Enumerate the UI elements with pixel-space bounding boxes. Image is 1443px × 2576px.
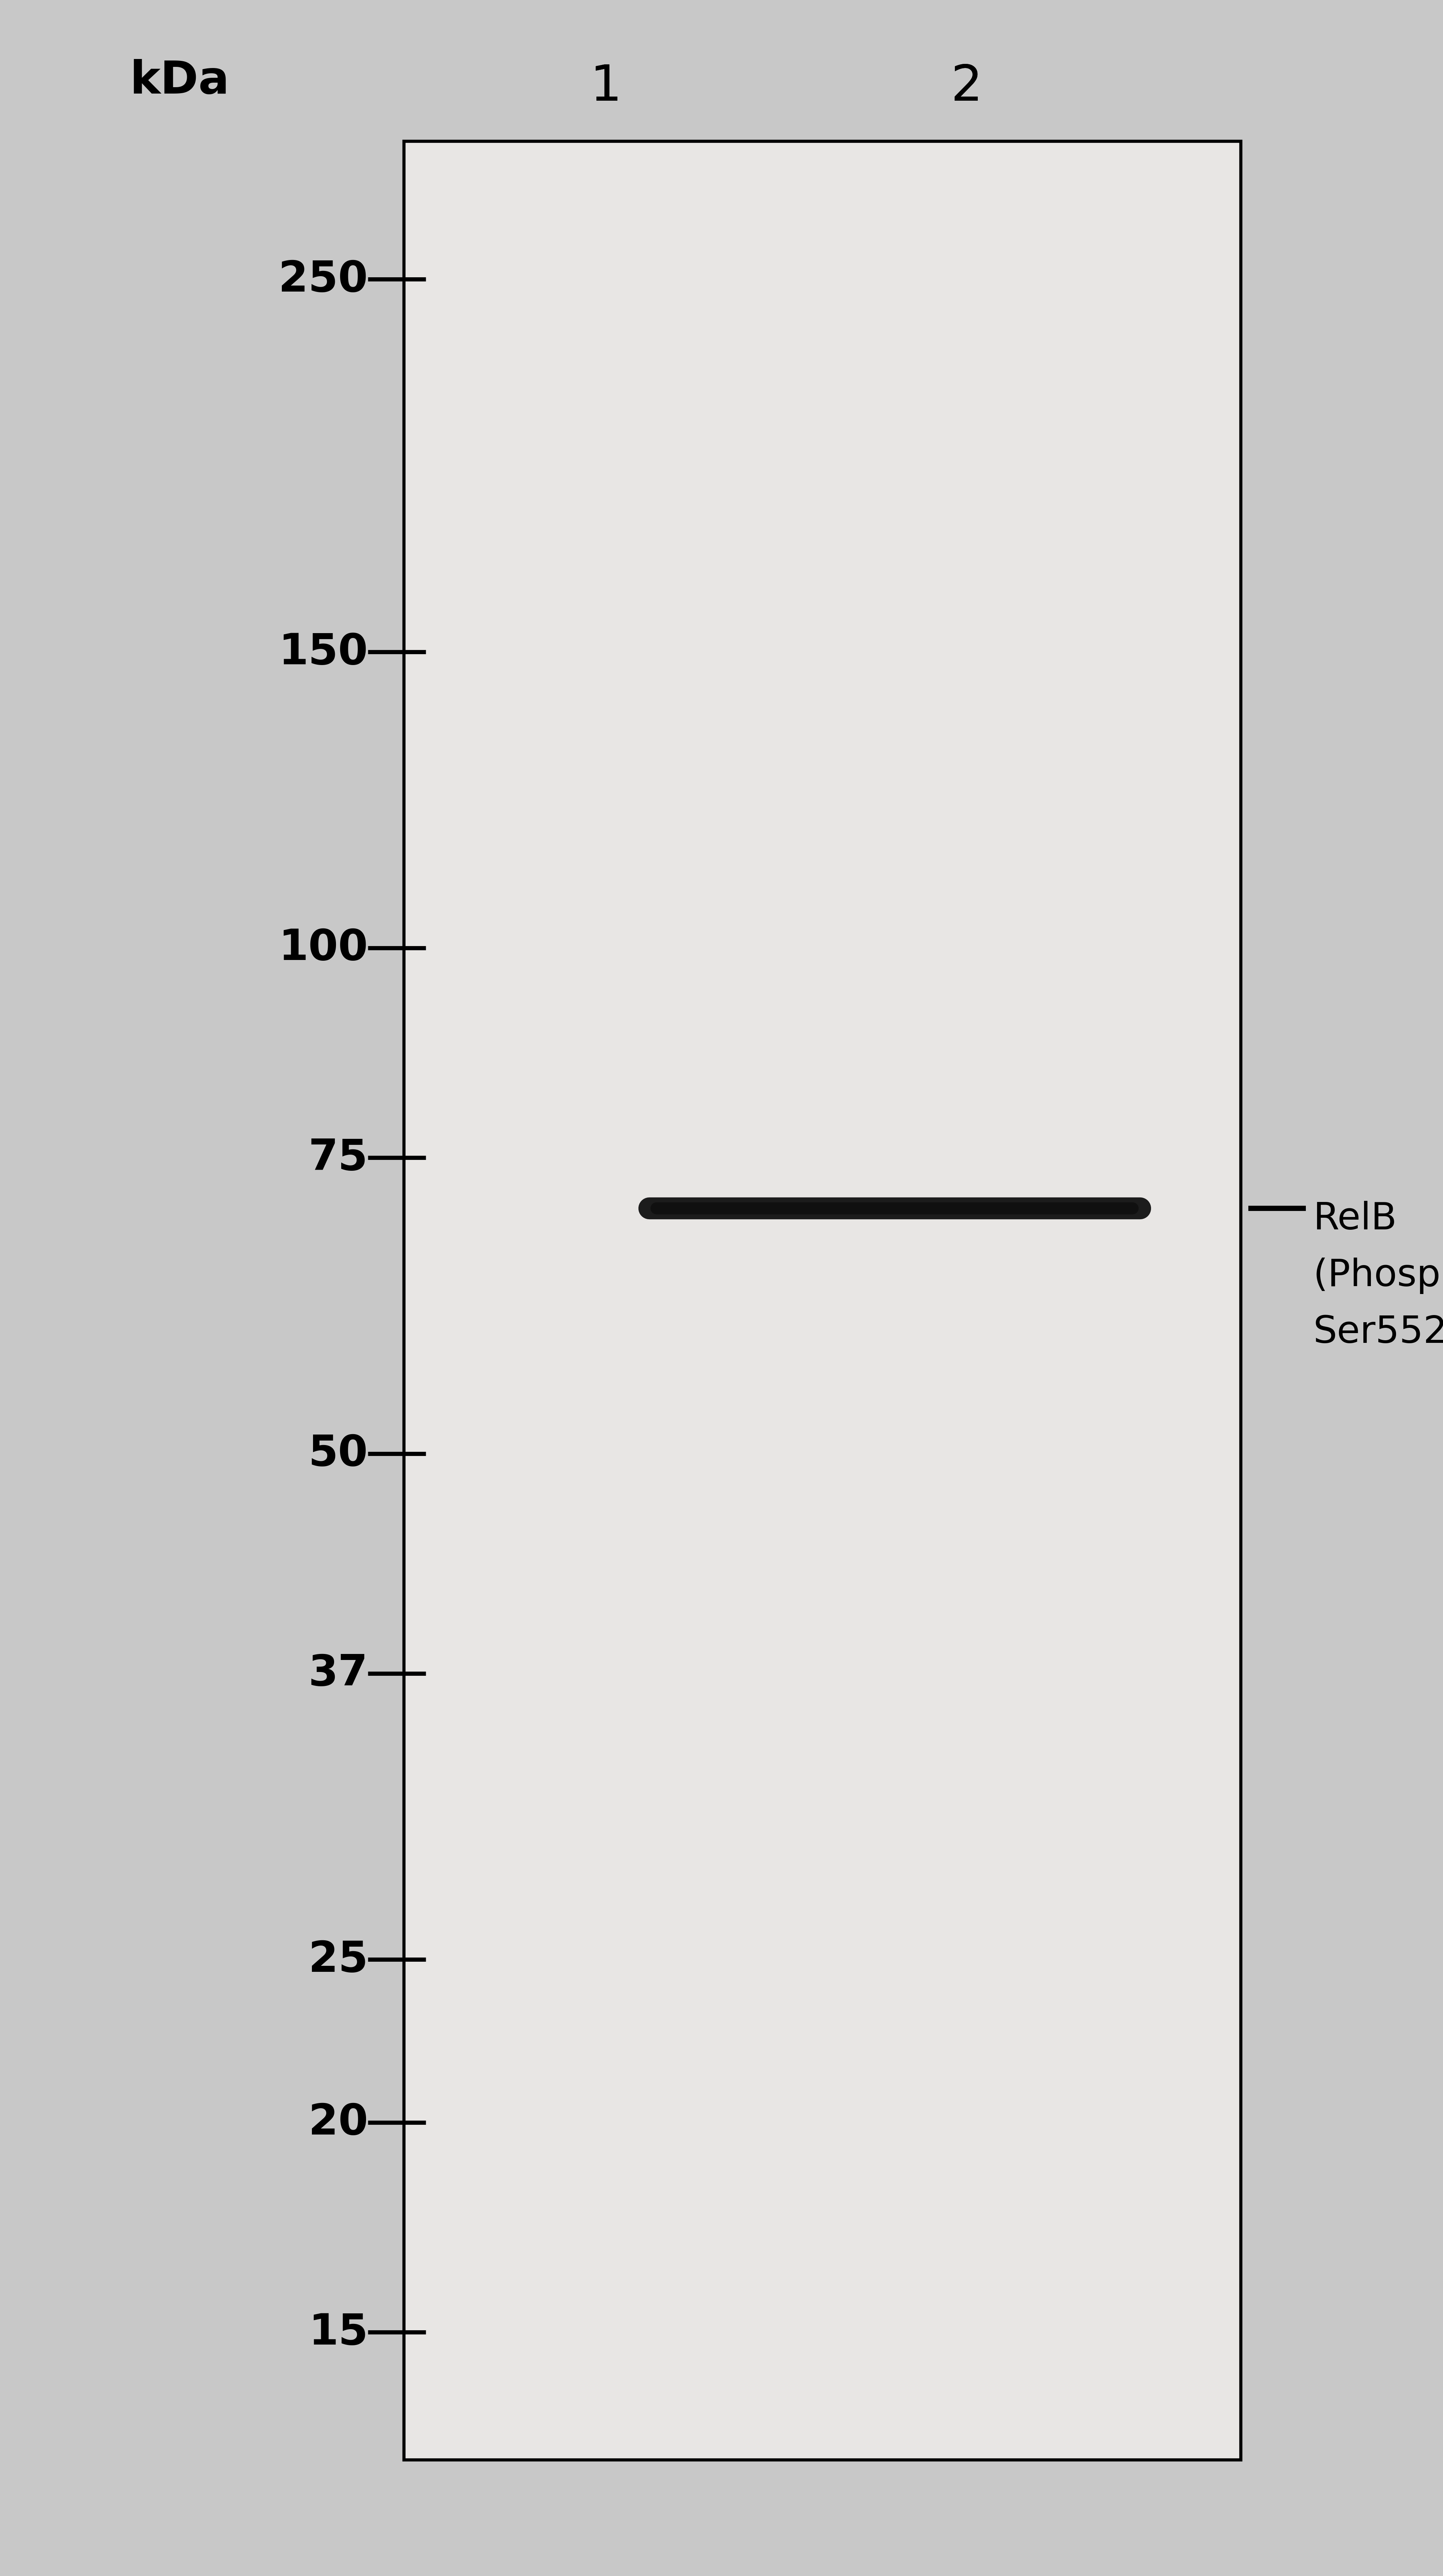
Text: 20: 20	[309, 2102, 368, 2143]
Text: 100: 100	[278, 927, 368, 969]
Text: Ser552): Ser552)	[1313, 1314, 1443, 1350]
Text: RelB: RelB	[1313, 1200, 1397, 1236]
Text: (Phospho-: (Phospho-	[1313, 1257, 1443, 1293]
Bar	[404, 142, 1241, 2460]
Text: 2: 2	[951, 62, 983, 111]
Text: 2: 2	[951, 62, 983, 111]
Text: 250: 250	[278, 258, 368, 301]
Text: 1: 1	[590, 62, 622, 111]
Text: 37: 37	[309, 1654, 368, 1695]
Text: 25: 25	[309, 1940, 368, 1981]
Text: 50: 50	[309, 1432, 368, 1473]
Text: 15: 15	[309, 2311, 368, 2352]
Text: kDa: kDa	[130, 59, 229, 103]
Text: 1: 1	[590, 62, 622, 111]
Text: 150: 150	[278, 631, 368, 672]
Text: 75: 75	[309, 1136, 368, 1180]
